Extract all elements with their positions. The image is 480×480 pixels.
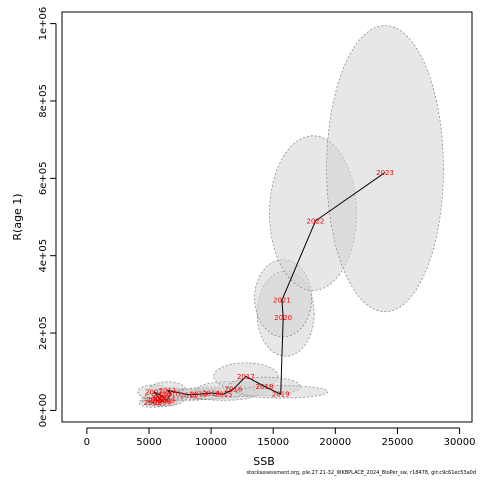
x-tick-label-20000: 20000 [319,437,351,448]
point-label-2007: 2007 [145,388,163,396]
point-label-2021: 2021 [273,297,291,305]
trajectory-line [152,172,386,404]
point-label-2011: 2011 [159,387,177,395]
point-label-2008: 2008 [152,392,170,400]
x-tick-label-5000: 5000 [136,437,161,448]
y-tick-label-400000: 4e+05 [38,239,49,273]
ellipse-2023 [326,25,444,313]
point-label-2022: 2022 [307,217,325,225]
y-axis: 0e+00 2e+05 4e+05 6e+05 8e+05 1e+06 [38,7,57,428]
point-label-2002: 2002 [144,399,162,407]
point-label-2005: 2005 [151,395,169,403]
point-label-2018: 2018 [256,383,274,391]
point-label-2020: 2020 [274,314,292,322]
point-label-2017: 2017 [237,373,255,381]
x-axis: 0 5000 10000 15000 20000 25000 30000 [84,427,476,448]
y-tick-label-200000: 2e+05 [38,316,49,350]
confidence-ellipses [137,25,444,408]
x-tick-label-0: 0 [84,437,90,448]
point-label-2019: 2019 [272,391,290,399]
footer-credit: stockassessment.org, ple.27.21-32_WKBPLA… [246,470,477,476]
point-label-2010: 2010 [162,391,180,399]
x-tick-label-15000: 15000 [257,437,289,448]
x-tick-label-10000: 10000 [195,437,227,448]
point-label-2015: 2015 [215,391,233,399]
ellipse-2019 [235,385,329,399]
point-label-2009: 2009 [157,397,175,405]
y-tick-label-1000000: 1e+06 [38,7,49,41]
y-axis-title: R(age 1) [11,193,24,240]
x-axis-title: SSB [253,455,275,468]
y-tick-label-800000: 8e+05 [38,84,49,118]
trajectory [152,172,386,404]
point-label-2012: 2012 [180,391,198,399]
plot-frame [61,11,473,423]
x-tick-label-25000: 25000 [382,437,414,448]
y-tick-label-600000: 6e+05 [38,162,49,196]
point-label-2016: 2016 [225,386,243,394]
point-label-2003: 2003 [146,396,164,404]
x-tick-label-30000: 30000 [444,437,476,448]
point-label-2006: 2006 [154,398,172,406]
point-label-2004: 2004 [149,397,167,405]
point-label-2014: 2014 [202,389,220,397]
point-label-2013: 2013 [190,391,208,399]
point-label-2023: 2023 [376,169,394,177]
y-tick-label-0: 0e+00 [38,394,49,428]
